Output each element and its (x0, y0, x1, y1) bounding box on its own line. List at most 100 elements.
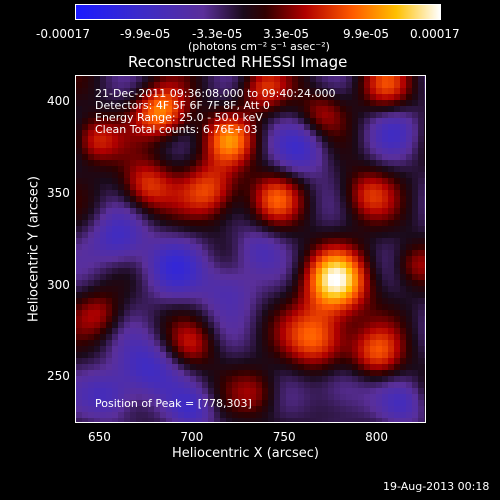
heatmap-cell (328, 262, 335, 269)
heatmap-cell (184, 376, 191, 383)
heatmap-cell (88, 184, 95, 191)
heatmap-cell (172, 190, 179, 197)
heatmap-cell (190, 154, 197, 161)
heatmap-cell (340, 166, 347, 173)
heatmap-cell (178, 292, 185, 299)
heatmap-cell (172, 280, 179, 287)
heatmap-cell (244, 376, 251, 383)
heatmap-cell (376, 214, 383, 221)
heatmap-cell (340, 232, 347, 239)
heatmap-cell (382, 262, 389, 269)
heatmap-cell (322, 322, 329, 329)
heatmap-cell (418, 202, 425, 209)
heatmap-cell (298, 196, 305, 203)
heatmap-cell (88, 268, 95, 275)
heatmap-cell (394, 268, 401, 275)
y-axis-label: Heliocentric Y (arcsec) (26, 176, 42, 322)
heatmap-cell (370, 130, 377, 137)
heatmap-cell (388, 130, 395, 137)
heatmap-cell (238, 136, 245, 143)
heatmap-cell (340, 82, 347, 89)
heatmap-cell (238, 358, 245, 365)
heatmap-cell (172, 184, 179, 191)
heatmap-cell (190, 376, 197, 383)
heatmap-cell (88, 82, 95, 89)
heatmap-cell (208, 178, 215, 185)
heatmap-cell (82, 148, 89, 155)
heatmap-cell (82, 118, 89, 125)
heatmap-cell (154, 394, 161, 401)
heatmap-cell (148, 124, 155, 131)
heatmap-cell (382, 214, 389, 221)
heatmap-cell (148, 394, 155, 401)
heatmap-cell (358, 298, 365, 305)
heatmap-cell (322, 166, 329, 173)
heatmap-cell (238, 256, 245, 263)
heatmap-cell (424, 370, 425, 377)
heatmap-cell (382, 322, 389, 329)
heatmap-cell (268, 112, 275, 119)
heatmap-cell (166, 322, 173, 329)
heatmap-cell (274, 286, 281, 293)
heatmap-cell (76, 250, 83, 257)
heatmap-cell (148, 262, 155, 269)
heatmap-cell (88, 190, 95, 197)
heatmap-cell (88, 112, 95, 119)
heatmap-cell (244, 118, 251, 125)
heatmap-cell (364, 268, 371, 275)
heatmap-cell (214, 142, 221, 149)
heatmap-cell (334, 124, 341, 131)
heatmap-cell (208, 298, 215, 305)
heatmap-cell (310, 370, 317, 377)
heatmap-cell (100, 280, 107, 287)
heatmap-cell (394, 94, 401, 101)
heatmap-cell (388, 154, 395, 161)
heatmap-cell (226, 166, 233, 173)
heatmap-cell (88, 358, 95, 365)
heatmap-cell (112, 406, 119, 413)
heatmap-cell (238, 334, 245, 341)
heatmap-cell (82, 130, 89, 137)
heatmap-cell (220, 202, 227, 209)
heatmap-cell (370, 250, 377, 257)
heatmap-cell (214, 376, 221, 383)
heatmap-cell (322, 160, 329, 167)
heatmap-cell (400, 262, 407, 269)
heatmap-cell (148, 172, 155, 179)
heatmap-cell (208, 196, 215, 203)
heatmap-cell (412, 202, 419, 209)
y-tick-label: 400 (47, 94, 70, 109)
heatmap-cell (232, 370, 239, 377)
heatmap-cell (160, 292, 167, 299)
heatmap-cell (196, 382, 203, 389)
heatmap-cell (346, 364, 353, 371)
heatmap-cell (388, 82, 395, 89)
heatmap-cell (292, 154, 299, 161)
heatmap-cell (316, 88, 323, 95)
heatmap-cell (172, 376, 179, 383)
heatmap-cell (286, 418, 293, 422)
heatmap-cell (106, 364, 113, 371)
heatmap-cell (202, 148, 209, 155)
heatmap-cell (250, 316, 257, 323)
heatmap-cell (190, 94, 197, 101)
heatmap-cell (76, 316, 83, 323)
heatmap-cell (88, 238, 95, 245)
heatmap-cell (394, 226, 401, 233)
heatmap-cell (328, 142, 335, 149)
heatmap-cell (250, 274, 257, 281)
heatmap-cell (244, 382, 251, 389)
heatmap-cell (100, 82, 107, 89)
heatmap-cell (214, 256, 221, 263)
heatmap-cell (322, 100, 329, 107)
heatmap-cell (112, 328, 119, 335)
heatmap-cell (412, 280, 419, 287)
heatmap-cell (184, 136, 191, 143)
heatmap-cell (286, 142, 293, 149)
heatmap-cell (292, 142, 299, 149)
heatmap-cell (400, 88, 407, 95)
heatmap-cell (328, 136, 335, 143)
heatmap-cell (232, 106, 239, 113)
heatmap-cell (358, 286, 365, 293)
heatmap-cell (352, 82, 359, 89)
